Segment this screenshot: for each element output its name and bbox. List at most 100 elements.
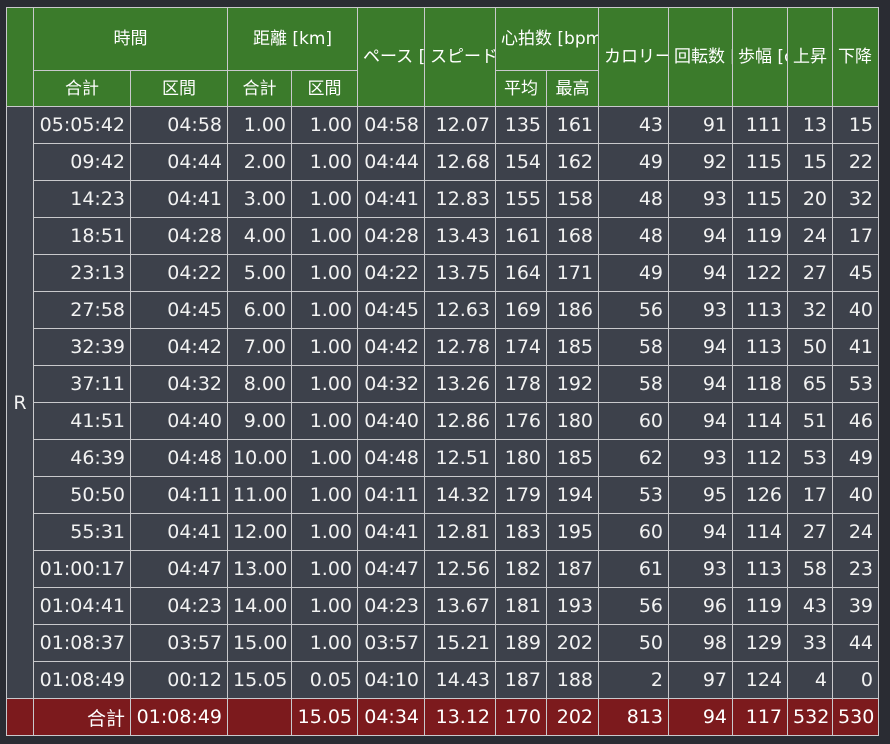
cell-distance-total: 12.00 [227,513,292,551]
cell-stride: 118 [732,365,789,403]
cell-ascent: 15 [787,143,834,181]
cell-descent: 32 [832,180,880,218]
cell-distance-total: 7.00 [227,328,292,366]
cell-stride: 126 [732,476,789,514]
cell-time-total: 55:31 [33,513,131,551]
cell-distance-total: 9.00 [227,402,292,440]
cell-time-total: 18:51 [33,217,131,255]
cell-pace: 04:48 [357,439,426,477]
cell-time-total: 50:50 [33,476,131,514]
cell-descent: 45 [832,254,880,292]
cell-cadence: 91 [668,106,734,144]
cell-distance-total: 11.00 [227,476,292,514]
cell-ascent: 27 [787,513,834,551]
cell-calorie: 53 [598,476,670,514]
cell-calorie: 50 [598,624,670,662]
cell-time-split: 00:12 [130,661,228,699]
cell-distance-split: 1.00 [290,550,359,588]
cell-cadence: 96 [668,587,734,625]
cell-pace: 04:10 [357,661,426,699]
cell-distance-total: 1.00 [227,106,292,144]
cell-hr-avg: 161 [495,217,548,255]
cell-hr-max: 192 [546,365,600,403]
header-time-split: 区間 [130,70,228,107]
cell-distance-total: 5.00 [227,254,292,292]
cell-time-total: 01:04:41 [33,587,131,625]
total-stride: 117 [732,698,789,736]
cell-stride: 122 [732,254,789,292]
cell-time-total: 01:08:37 [33,624,131,662]
cell-speed: 12.86 [424,402,497,440]
cell-distance-total: 6.00 [227,291,292,329]
cell-calorie: 56 [598,291,670,329]
cell-speed: 12.56 [424,550,497,588]
cell-distance-split: 1.00 [290,217,359,255]
cell-hr-avg: 169 [495,291,548,329]
table-header: 時間 距離 [km] ペース [/km] スピード [kmh] 心拍数 [bpm… [6,7,880,107]
header-distance: 距離 [km] [226,7,359,71]
cell-distance-total: 2.00 [227,143,292,181]
cell-speed: 15.21 [424,624,497,662]
cell-hr-max: 202 [546,624,600,662]
cell-descent: 46 [832,402,880,440]
cell-distance-split: 1.00 [290,328,359,366]
header-speed: スピード [kmh] [424,7,497,107]
cell-calorie: 60 [598,402,670,440]
cell-distance-total: 15.05 [227,661,292,699]
cell-distance-total: 8.00 [227,365,292,403]
cell-descent: 40 [832,291,880,329]
cell-distance-split: 1.00 [290,439,359,477]
cell-cadence: 93 [668,180,734,218]
cell-hr-avg: 155 [495,180,548,218]
cell-hr-avg: 178 [495,365,548,403]
cell-time-split: 04:23 [130,587,228,625]
cell-time-total: 09:42 [33,143,131,181]
cell-hr-avg: 187 [495,661,548,699]
header-distance-total: 合計 [227,70,292,107]
cell-hr-max: 186 [546,291,600,329]
cell-pace: 04:28 [357,217,426,255]
cell-hr-max: 168 [546,217,600,255]
cell-pace: 04:41 [357,180,426,218]
total-pace: 04:34 [357,698,426,736]
cell-pace: 04:41 [357,513,426,551]
cell-time-split: 04:48 [130,439,228,477]
cell-cadence: 94 [668,513,734,551]
cell-pace: 04:45 [357,291,426,329]
header-stride: 歩幅 [cm] [732,7,789,107]
cell-distance-split: 1.00 [290,106,359,144]
total-descent: 530 [832,698,880,736]
cell-stride: 119 [732,217,789,255]
lap-table: 時間 距離 [km] ペース [/km] スピード [kmh] 心拍数 [bpm… [6,7,880,736]
cell-cadence: 93 [668,439,734,477]
cell-time-total: 32:39 [33,328,131,366]
cell-speed: 13.67 [424,587,497,625]
cell-speed: 14.43 [424,661,497,699]
cell-hr-avg: 189 [495,624,548,662]
cell-descent: 15 [832,106,880,144]
cell-calorie: 60 [598,513,670,551]
table-row: 27:58 04:45 6.00 1.00 04:45 12.63 169 186 56 93 11… [7,291,880,329]
cell-distance-split: 1.00 [290,402,359,440]
cell-stride: 114 [732,402,789,440]
cell-ascent: 20 [787,180,834,218]
cell-cadence: 92 [668,143,734,181]
cell-cadence: 93 [668,291,734,329]
cell-ascent: 27 [787,254,834,292]
cell-time-total: 01:08:49 [33,661,131,699]
cell-time-split: 04:42 [130,328,228,366]
cell-hr-max: 193 [546,587,600,625]
total-key-cell [6,698,34,736]
cell-distance-total: 13.00 [227,550,292,588]
cell-distance-split: 1.00 [290,180,359,218]
cell-stride: 115 [732,143,789,181]
cell-pace: 04:32 [357,365,426,403]
table-row: 50:50 04:11 11.00 1.00 04:11 14.32 179 194 53 95 1… [7,476,880,514]
table-row: 18:51 04:28 4.00 1.00 04:28 13.43 161 168 48 94 11… [7,217,880,255]
cell-time-split: 04:11 [130,476,228,514]
total-calorie: 813 [598,698,670,736]
table-row: 32:39 04:42 7.00 1.00 04:42 12.78 174 185 58 94 11… [7,328,880,366]
cell-time-split: 04:22 [130,254,228,292]
cell-distance-total: 10.00 [227,439,292,477]
cell-hr-max: 161 [546,106,600,144]
